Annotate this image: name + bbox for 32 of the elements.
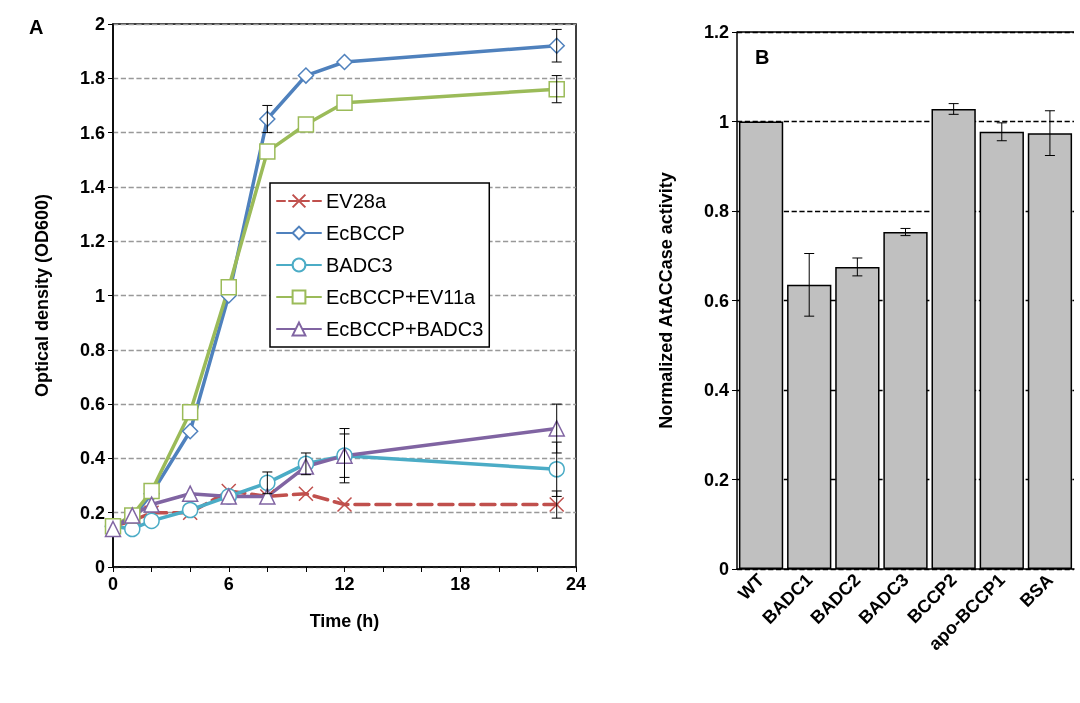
y-tick-label: 1 (718, 111, 729, 132)
y-axis-title: Optical density (OD600) (32, 193, 52, 398)
y-tick-label: 1.8 (79, 68, 105, 89)
y-tick-label: 1.4 (79, 176, 105, 197)
y-tick-label: 0.2 (79, 502, 105, 523)
y-tick-label: 0.6 (79, 394, 105, 415)
x-tick-label: WT (734, 569, 769, 604)
y-axis-title: Normalized AtACCase activity (656, 172, 676, 429)
legend-label: EV28a (326, 190, 387, 212)
legend-label: EcBCCP (326, 222, 405, 244)
x-tick-label: 18 (450, 574, 471, 594)
x-tick-label: 0 (107, 574, 119, 594)
y-tick-label: 1.2 (703, 22, 729, 42)
x-tick-label: 6 (223, 574, 234, 594)
y-tick-label: 2 (94, 14, 105, 34)
y-tick-label: 0.4 (79, 448, 105, 469)
y-tick-label: 1.2 (79, 231, 105, 252)
y-tick-label: 0.6 (703, 290, 729, 311)
y-tick-label: 1 (94, 285, 105, 306)
legend-label: EcBCCP+EV11a (326, 286, 477, 308)
y-tick-label: 1.6 (79, 122, 105, 143)
chart-title: A (29, 16, 44, 38)
legend-label: EcBCCP+BADC3 (326, 318, 484, 340)
legend-label: BADC3 (326, 254, 393, 276)
text: B (755, 46, 770, 68)
x-tick-label: 12 (334, 574, 355, 594)
y-tick-label: 0.8 (703, 201, 729, 221)
y-tick-label: 0.4 (703, 380, 729, 400)
y-tick-label: 0.2 (703, 469, 729, 490)
y-tick-label: 0.8 (79, 339, 105, 360)
x-axis-title: Time (h) (309, 611, 380, 631)
x-tick-label: 24 (565, 574, 587, 594)
